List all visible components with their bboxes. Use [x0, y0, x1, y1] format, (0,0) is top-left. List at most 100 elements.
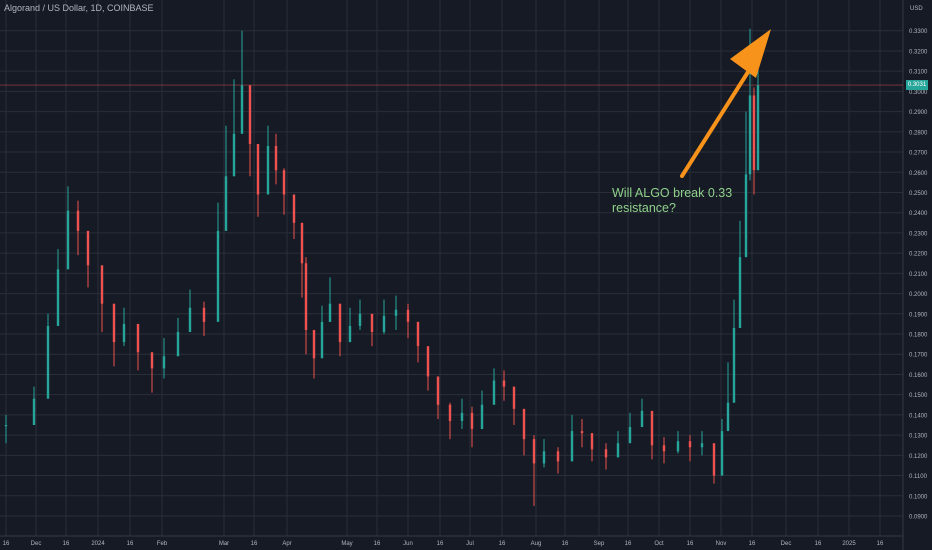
y-tick-label: 0.2200 [909, 252, 928, 258]
arrow-shaft [680, 70, 750, 178]
candle-body [590, 433, 594, 450]
candle-body [752, 95, 756, 171]
candle-body [46, 325, 50, 399]
candle-body [136, 323, 140, 353]
candle-body [370, 313, 374, 332]
candle-body [76, 210, 80, 231]
y-tick-label: 0.3100 [909, 70, 928, 76]
x-tick-label: Sep [594, 541, 605, 547]
candle-body [650, 410, 654, 446]
x-tick-label: Dec [31, 541, 42, 547]
y-tick-label: 0.3300 [909, 29, 928, 35]
candle-body [570, 431, 574, 462]
candle-body [460, 412, 464, 421]
x-tick-label: 16 [374, 541, 381, 547]
candle-body [720, 431, 724, 476]
y-tick-label: 0.3000 [909, 90, 928, 96]
chart-title: Algorand / US Dollar, 1D, COINBASE [4, 3, 154, 13]
candle-body [300, 222, 304, 264]
candle-body [188, 307, 192, 332]
candle-body [532, 439, 536, 464]
candle-body [382, 315, 386, 332]
x-tick-label: 16 [3, 541, 10, 547]
x-tick-label: 16 [499, 541, 506, 547]
candle-body [256, 143, 260, 195]
candle-body [726, 402, 730, 432]
x-tick-label: Oct [654, 541, 664, 547]
y-tick-label: 0.1600 [909, 373, 928, 379]
x-tick-label: 16 [749, 541, 756, 547]
candle-body [416, 321, 420, 347]
x-tick-label: Nov [716, 541, 727, 547]
x-tick-label: 16 [437, 541, 444, 547]
candle-body [628, 427, 632, 444]
y-tick-label: 0.1100 [909, 474, 928, 480]
candle-body [338, 303, 342, 343]
candle-body [394, 309, 398, 316]
y-tick-label: 0.2900 [909, 110, 928, 116]
y-tick-label: 0.1900 [909, 312, 928, 318]
y-tick-label: 0.1200 [909, 454, 928, 460]
x-tick-label: Jun [403, 541, 413, 547]
candle-body [304, 263, 308, 330]
candle-body [66, 210, 70, 270]
x-tick-label: Aug [531, 541, 542, 547]
candle-body [492, 380, 496, 405]
currency-label: USD [910, 6, 923, 12]
candle-body [604, 449, 608, 458]
y-tick-label: 0.2800 [909, 130, 928, 136]
x-tick-label: 2024 [91, 541, 105, 547]
y-tick-label: 0.2400 [909, 211, 928, 217]
y-tick-label: 0.2600 [909, 171, 928, 177]
x-tick-label: Dec [781, 541, 792, 547]
candle-body [150, 352, 154, 369]
x-tick-label: Feb [157, 541, 168, 547]
candle-body [580, 431, 584, 434]
y-tick-label: 0.3200 [909, 49, 928, 55]
candle-body [738, 257, 742, 328]
x-tick-label: Apr [282, 541, 291, 547]
candle-body [32, 398, 36, 426]
candle-body [480, 404, 484, 430]
candle-body [662, 445, 666, 452]
x-tick-label: 16 [815, 541, 822, 547]
candle-body [426, 346, 430, 377]
y-tick-label: 0.0900 [909, 515, 928, 521]
candle-body [240, 85, 244, 134]
x-tick-label: Jul [466, 541, 474, 547]
candle-body [56, 269, 60, 326]
candle-body [640, 410, 644, 428]
candle-body [448, 404, 452, 421]
candle-body [122, 323, 126, 343]
candle-body [406, 309, 410, 322]
y-tick-label: 0.2300 [909, 231, 928, 237]
candle-body [744, 174, 748, 258]
candle-body [312, 329, 316, 359]
x-tick-label: 16 [877, 541, 884, 547]
y-tick-label: 0.2000 [909, 292, 928, 298]
candle-body [616, 443, 620, 458]
candle-body [320, 321, 324, 359]
x-tick-label: Mar [219, 541, 229, 547]
candle-body [176, 331, 180, 357]
y-tick-label: 0.1400 [909, 413, 928, 419]
arrow-head [730, 29, 771, 78]
candle-body [292, 194, 296, 223]
candle-body [542, 451, 546, 464]
y-tick-label: 0.1800 [909, 333, 928, 339]
x-tick-label: 16 [127, 541, 134, 547]
candle-body [556, 451, 560, 462]
candle-body [748, 95, 752, 175]
annotation-line-1: Will ALGO break 0.33 [612, 186, 733, 200]
candle-body [274, 145, 278, 171]
y-tick-label: 0.2100 [909, 272, 928, 278]
candle-body [522, 408, 526, 440]
x-tick-label: May [341, 541, 352, 547]
y-tick-label: 0.1500 [909, 393, 928, 399]
candle-body [86, 230, 90, 266]
candle-body [162, 356, 166, 369]
candle-body [328, 303, 332, 322]
annotation-text: Will ALGO break 0.33 resistance? [612, 186, 732, 216]
